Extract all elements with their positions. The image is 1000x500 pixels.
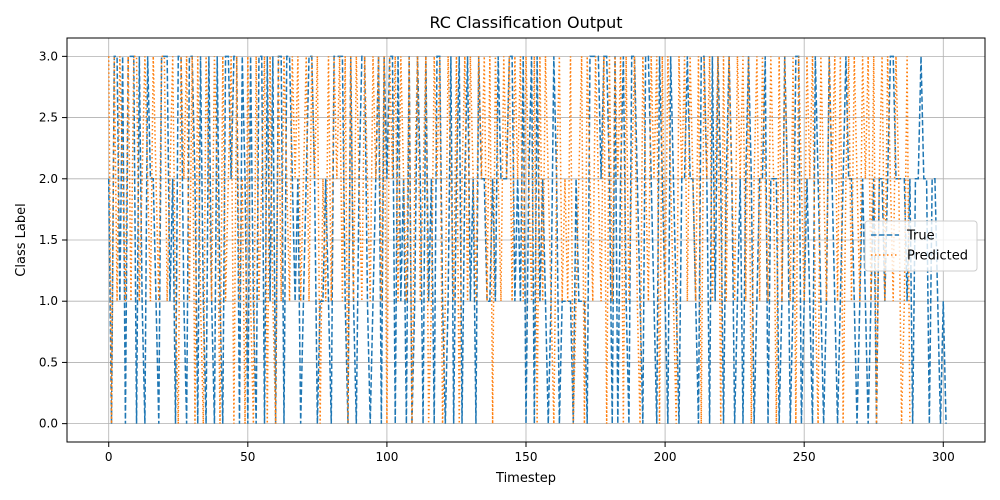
legend-label-true: True bbox=[906, 229, 935, 244]
legend: True Predicted bbox=[864, 220, 978, 272]
series-line-true bbox=[107, 55, 947, 424]
series-line-predicted bbox=[107, 55, 911, 424]
x-tick-label: 300 bbox=[932, 450, 955, 464]
y-axis-label: Class Label bbox=[14, 203, 29, 276]
x-axis-ticks: 0 50 100 150 200 250 300 bbox=[105, 442, 955, 464]
y-axis-ticks: 0.0 0.5 1.0 1.5 2.0 2.5 3.0 bbox=[39, 49, 67, 431]
plot-area bbox=[107, 55, 947, 424]
x-tick-label: 150 bbox=[515, 450, 538, 464]
x-tick-label: 100 bbox=[375, 450, 398, 464]
x-tick-label: 250 bbox=[793, 450, 816, 464]
y-tick-label: 1.5 bbox=[39, 233, 58, 247]
x-axis-label: Timestep bbox=[495, 471, 556, 486]
y-tick-label: 2.0 bbox=[39, 172, 58, 186]
y-tick-label: 0.0 bbox=[39, 417, 58, 431]
y-tick-label: 1.0 bbox=[39, 294, 58, 308]
y-tick-label: 3.0 bbox=[39, 49, 58, 63]
chart-title: RC Classification Output bbox=[429, 13, 622, 32]
x-tick-label: 200 bbox=[654, 450, 677, 464]
legend-box bbox=[864, 220, 978, 272]
series-layer bbox=[107, 55, 947, 424]
x-tick-label: 0 bbox=[105, 450, 113, 464]
x-tick-label: 50 bbox=[240, 450, 255, 464]
y-tick-label: 0.5 bbox=[39, 355, 58, 369]
legend-label-predicted: Predicted bbox=[907, 249, 968, 264]
y-tick-label: 2.5 bbox=[39, 111, 58, 125]
